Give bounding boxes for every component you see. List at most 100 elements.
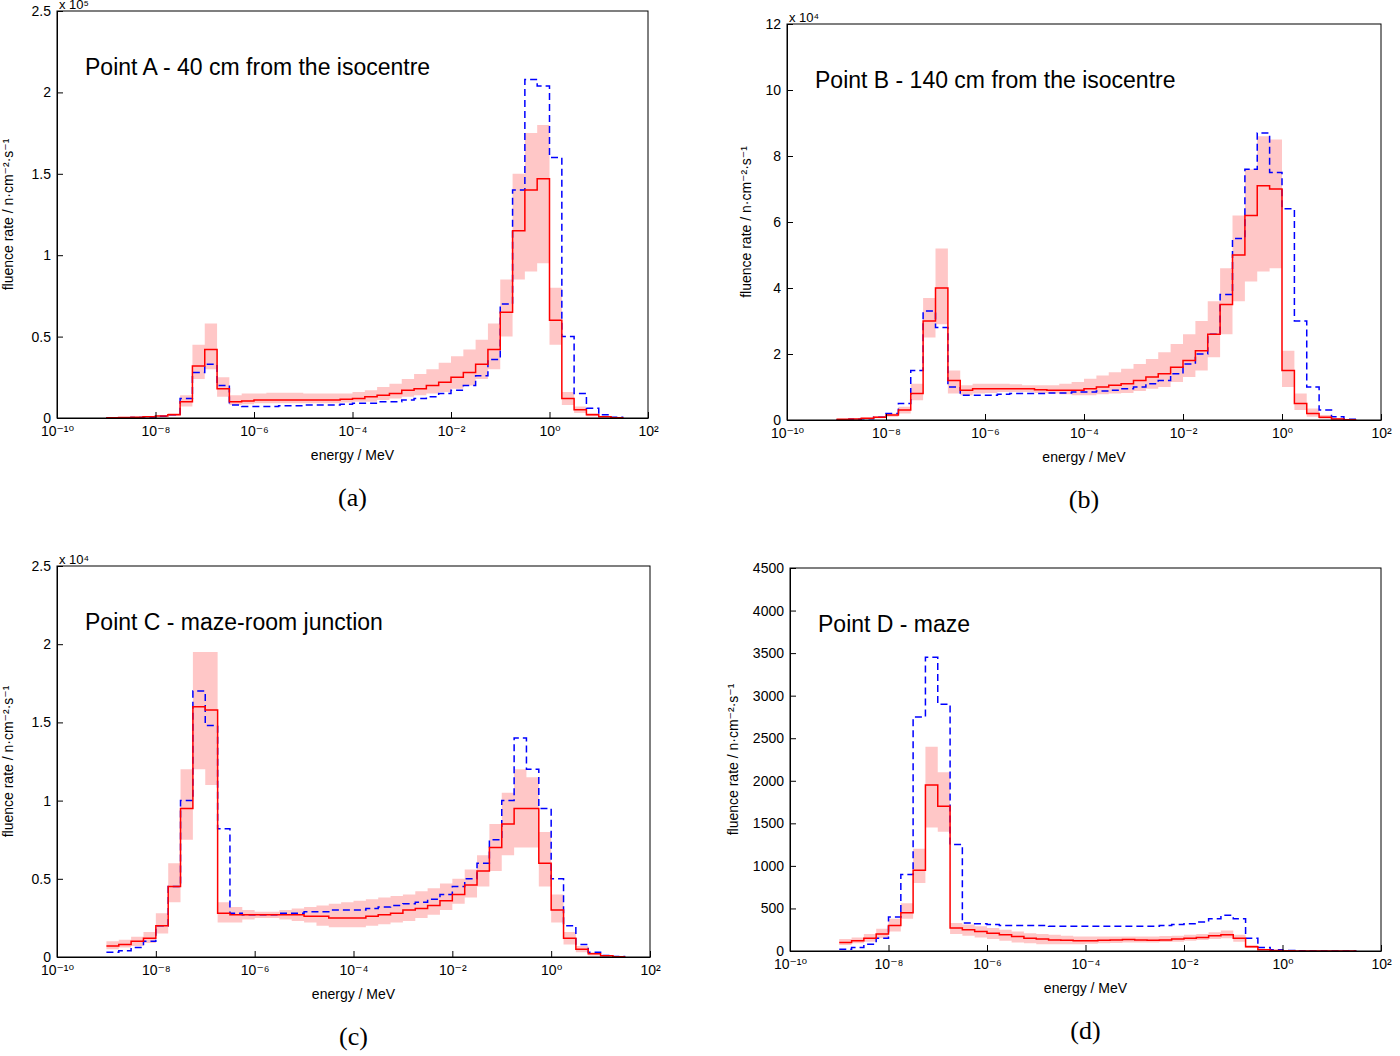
y-tick: 1000: [753, 858, 796, 874]
y-tick-label: 0: [43, 410, 51, 426]
y-tick: 2: [43, 636, 63, 652]
x-tick-label: 10⁻⁸: [142, 423, 171, 439]
x-axis-title: energy / MeV: [1042, 449, 1126, 465]
step-histogram: [837, 186, 1357, 420]
y-tick-mark: [57, 92, 63, 93]
x-tick-mark: [987, 945, 988, 951]
y-tick-mark: [57, 879, 63, 880]
y-tick-mark: [790, 653, 796, 654]
x-tick: 10⁻⁸: [872, 414, 901, 441]
x-tick-mark: [1183, 414, 1184, 420]
y-tick-mark: [790, 823, 796, 824]
x-tick: 10⁻⁸: [142, 951, 171, 978]
x-tick-label: 10⁻²: [1170, 425, 1198, 441]
x-tick: 10⁻⁴: [1072, 945, 1101, 972]
x-tick: 10⁻⁸: [142, 412, 171, 439]
x-tick-mark: [1381, 414, 1382, 420]
x-tick: 10⁰: [1272, 414, 1294, 441]
x-tick-mark: [451, 412, 452, 418]
y-tick: 1.5: [32, 714, 63, 730]
y-axis: 00.511.522.5: [32, 3, 63, 426]
y-tick: 2: [43, 84, 63, 100]
y-tick-mark: [787, 156, 793, 157]
step-histogram: [106, 179, 623, 418]
x-axis: 10⁻¹⁰10⁻⁸10⁻⁶10⁻⁴10⁻²10⁰10²: [41, 951, 661, 978]
uncertainty-band: [839, 747, 1356, 951]
y-tick-label: 0.5: [32, 329, 52, 345]
y-tick: 3500: [753, 645, 796, 661]
x-tick-mark: [1086, 945, 1087, 951]
x-tick-mark: [452, 951, 453, 957]
x-axis-title: energy / MeV: [312, 986, 396, 1002]
x-tick-label: 10²: [1371, 956, 1392, 972]
y-tick: 0.5: [32, 329, 63, 345]
x-axis-line: [58, 418, 649, 419]
panel-label: (d): [1070, 1016, 1100, 1045]
x-tick-label: 10⁻⁶: [973, 956, 1002, 972]
x-tick: 10⁻²: [438, 412, 466, 439]
x-tick-label: 10⁰: [541, 962, 563, 978]
x-tick-label: 10⁻²: [438, 423, 466, 439]
plot-area: [839, 657, 1356, 951]
y-scale-factor: x 10⁵: [59, 0, 89, 12]
y-tick: 0: [43, 949, 63, 965]
x-axis-line: [791, 951, 1382, 952]
x-tick-label: 10⁰: [1272, 425, 1294, 441]
x-tick-label: 10⁻⁴: [340, 962, 369, 978]
y-tick-label: 2500: [753, 730, 784, 746]
y-tick: 0.5: [32, 871, 63, 887]
y-tick-label: 1.5: [32, 166, 52, 182]
y-tick-label: 1.5: [32, 714, 52, 730]
panel: 10⁻¹⁰10⁻⁸10⁻⁶10⁻⁴10⁻²10⁰10²0500100015002…: [725, 560, 1392, 1045]
x-axis: 10⁻¹⁰10⁻⁸10⁻⁶10⁻⁴10⁻²10⁰10²: [41, 412, 659, 439]
y-tick-mark: [787, 288, 793, 289]
y-axis-line: [57, 567, 58, 958]
panel-title: Point A - 40 cm from the isocentre: [85, 54, 430, 80]
uncertainty-band: [837, 136, 1357, 420]
x-tick: 10²: [1371, 945, 1392, 972]
x-axis-title: energy / MeV: [311, 447, 395, 463]
y-tick: 0: [43, 410, 63, 426]
x-tick-mark: [550, 412, 551, 418]
y-axis: 050010001500200025003000350040004500: [753, 560, 796, 959]
x-tick-label: 10⁻⁶: [240, 423, 269, 439]
y-tick: 6: [773, 214, 793, 230]
y-tick-label: 4: [773, 280, 781, 296]
y-tick: 2: [773, 346, 793, 362]
x-axis-title: energy / MeV: [1044, 980, 1128, 996]
x-tick-mark: [551, 951, 552, 957]
y-tick-mark: [790, 568, 796, 569]
y-tick: 10: [765, 82, 793, 98]
x-tick-mark: [254, 412, 255, 418]
y-tick-label: 2: [773, 346, 781, 362]
y-tick: 2000: [753, 773, 796, 789]
y-tick-label: 500: [761, 900, 785, 916]
plot-frame: [787, 24, 1381, 420]
y-tick-label: 2: [43, 636, 51, 652]
y-tick-mark: [787, 354, 793, 355]
panel-label: (a): [338, 483, 367, 512]
y-scale-factor: x 10⁴: [59, 552, 89, 567]
y-tick-label: 3500: [753, 645, 784, 661]
y-tick-label: 0: [776, 943, 784, 959]
plot-area: [106, 79, 623, 417]
x-axis: 10⁻¹⁰10⁻⁸10⁻⁶10⁻⁴10⁻²10⁰10²: [771, 414, 1392, 441]
panel-label: (c): [339, 1022, 368, 1051]
y-axis-line: [57, 12, 58, 419]
y-tick: 2500: [753, 730, 796, 746]
x-tick: 10⁻²: [439, 951, 467, 978]
y-tick: 3000: [753, 688, 796, 704]
y-tick-label: 4500: [753, 560, 784, 576]
uncertainty-band: [106, 125, 623, 418]
x-tick: 10²: [638, 412, 659, 439]
x-tick-label: 10⁻⁴: [1072, 956, 1101, 972]
y-tick-label: 8: [773, 148, 781, 164]
x-tick: 10⁻⁶: [241, 951, 270, 978]
x-tick: 10⁻⁸: [875, 945, 904, 972]
plot-area: [837, 133, 1357, 420]
x-tick-mark: [648, 412, 649, 418]
x-tick-mark: [1283, 945, 1284, 951]
panel-label: (b): [1069, 485, 1099, 514]
y-tick-mark: [790, 951, 796, 952]
x-tick: 10²: [640, 951, 661, 978]
